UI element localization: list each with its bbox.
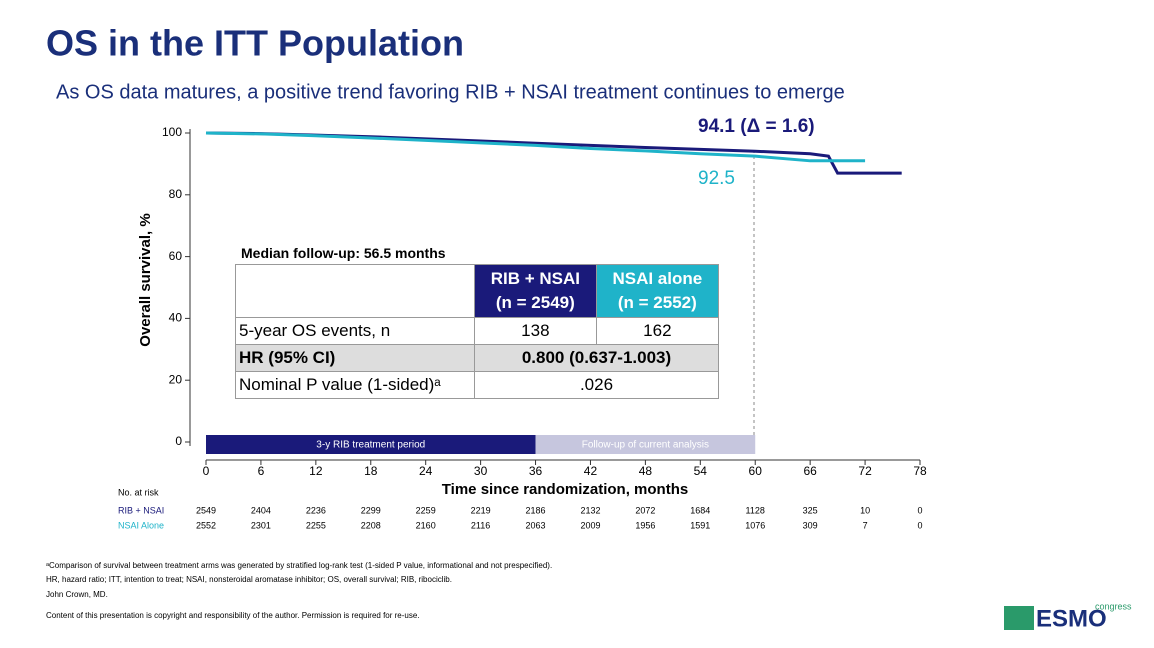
x-tick-label: 6 <box>258 464 265 478</box>
x-tick-label: 24 <box>419 464 433 478</box>
cell: .026 <box>474 371 719 399</box>
header: RIB + NSAI <box>490 269 580 288</box>
at-risk-value: 2299 <box>361 505 381 515</box>
logo-tag: congress <box>1095 601 1132 611</box>
x-tick-label: 72 <box>858 464 872 478</box>
at-risk-value: 309 <box>803 520 818 530</box>
at-risk-value: 1956 <box>635 520 655 530</box>
at-risk-value: 2259 <box>416 505 436 515</box>
at-risk-value: 2160 <box>416 520 436 530</box>
at-risk-value: 2072 <box>635 505 655 515</box>
at-risk-value: 2549 <box>196 505 216 515</box>
survival-line <box>205 131 866 163</box>
at-risk-value: 1128 <box>746 505 765 515</box>
header-n: (n = 2549) <box>495 293 575 312</box>
y-tick-label: 60 <box>169 249 183 263</box>
x-tick-label: 42 <box>584 464 598 478</box>
at-risk-value: 2063 <box>526 520 546 530</box>
at-risk-value: 2552 <box>196 520 216 530</box>
at-risk-value: 7 <box>863 520 868 530</box>
at-risk-value: 2301 <box>251 520 271 530</box>
cell: 162 <box>595 317 720 345</box>
footnote: HR, hazard ratio; ITT, intention to trea… <box>46 575 452 584</box>
slide-title: OS in the ITT Population <box>46 23 464 64</box>
cell: 5-year OS events, n <box>235 317 475 345</box>
period-band <box>206 435 536 454</box>
at-risk-title: No. at risk <box>118 487 159 497</box>
period-label: Follow-up of current analysis <box>582 440 709 451</box>
annotation: 94.1 (Δ = 1.6) <box>698 116 815 137</box>
period-label: 3-y RIB treatment period <box>316 440 425 451</box>
cell: Nominal P value (1-sided)ᵃ <box>235 371 475 399</box>
at-risk-value: 0 <box>917 520 922 530</box>
y-axis-label: Overall survival, % <box>137 213 154 346</box>
at-risk-value: 2009 <box>580 520 600 530</box>
at-risk-value: 2186 <box>526 505 546 515</box>
table: RIB + NSAI (n = 2549) NSAI alone (n = 2552… <box>235 264 720 399</box>
annotation: 92.5 <box>698 168 735 189</box>
at-risk-value: 2404 <box>251 505 271 515</box>
cell <box>235 264 475 318</box>
y-tick-label: 20 <box>169 372 183 386</box>
footnote: John Crown, MD. <box>46 590 108 599</box>
at-risk-value: 0 <box>917 505 922 515</box>
x-tick-label: 0 <box>203 464 210 478</box>
x-tick-label: 36 <box>529 464 543 478</box>
header-n: (n = 2552) <box>617 293 697 312</box>
logo: ESMO <box>1036 605 1107 632</box>
y-tick-label: 100 <box>162 125 182 139</box>
header: NSAI alone <box>612 269 703 288</box>
x-tick-label: 54 <box>694 464 708 478</box>
table-title: Median follow-up: 56.5 months <box>241 245 446 261</box>
y-tick-label: 80 <box>169 187 183 201</box>
at-risk-value: 2208 <box>361 520 381 530</box>
at-risk-value: 325 <box>803 505 818 515</box>
cell: HR (95% CI) <box>235 344 475 372</box>
footnote: ᵃComparison of survival between treatmen… <box>46 561 552 570</box>
x-tick-label: 12 <box>309 464 323 478</box>
at-risk-value: 1076 <box>745 520 765 530</box>
at-risk-value: 2219 <box>471 505 491 515</box>
x-tick-label: 60 <box>749 464 763 478</box>
x-tick-label: 48 <box>639 464 653 478</box>
x-axis-label: Time since randomization, months <box>442 481 688 498</box>
at-risk-value: 2132 <box>580 505 600 515</box>
at-risk-value: 1684 <box>690 505 710 515</box>
at-risk-value: 1591 <box>690 520 710 530</box>
y-tick-label: 40 <box>169 311 183 325</box>
at-risk-value: 2255 <box>306 520 326 530</box>
x-tick-label: 18 <box>364 464 378 478</box>
cell: 138 <box>474 317 597 345</box>
x-tick-label: 78 <box>913 464 927 478</box>
cell: 0.800 (0.637-1.003) <box>474 344 719 372</box>
survival-line <box>205 131 902 175</box>
slide-subtitle: As OS data matures, a positive trend fav… <box>56 81 845 103</box>
header-cell: RIB + NSAI (n = 2549) <box>474 264 597 318</box>
header-cell: NSAI alone (n = 2552) <box>595 264 720 318</box>
at-risk-value: 2116 <box>471 520 490 530</box>
at-risk-name: RIB + NSAI <box>118 505 164 515</box>
at-risk-name: NSAI Alone <box>118 520 164 530</box>
footnote: Content of this presentation is copyrigh… <box>46 611 420 620</box>
x-tick-label: 30 <box>474 464 488 478</box>
logo-box <box>1004 606 1034 630</box>
x-tick-label: 66 <box>803 464 817 478</box>
at-risk-value: 10 <box>860 505 870 515</box>
y-tick-label: 0 <box>175 434 182 448</box>
period-band <box>535 435 756 454</box>
inset-table: Median follow-up: 56.5 months RIB + NSAI… <box>235 242 720 399</box>
at-risk-value: 2236 <box>306 505 326 515</box>
